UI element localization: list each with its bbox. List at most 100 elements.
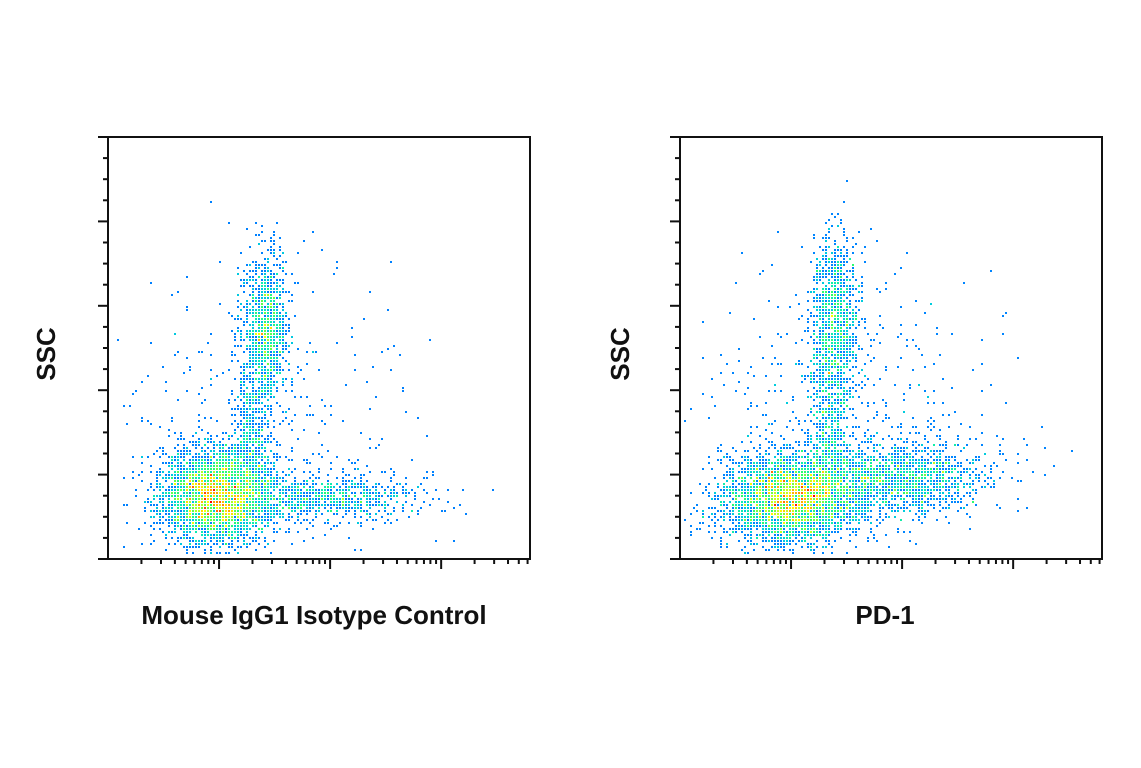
density-point — [834, 315, 836, 317]
density-point — [807, 462, 809, 464]
density-point — [183, 495, 185, 497]
density-point — [390, 522, 392, 524]
density-point — [795, 498, 797, 500]
density-point — [837, 507, 839, 509]
density-point — [840, 477, 842, 479]
density-point — [390, 492, 392, 494]
density-point — [195, 483, 197, 485]
density-point — [846, 306, 848, 308]
density-point — [225, 522, 227, 524]
density-point — [810, 504, 812, 506]
density-point — [861, 498, 863, 500]
density-point — [828, 375, 830, 377]
density-point — [225, 459, 227, 461]
density-point — [963, 507, 965, 509]
density-point — [762, 513, 764, 515]
density-point — [270, 354, 272, 356]
density-point — [354, 354, 356, 356]
density-point — [300, 369, 302, 371]
density-point — [855, 300, 857, 302]
density-point — [750, 462, 752, 464]
density-point — [192, 519, 194, 521]
density-point — [423, 477, 425, 479]
density-point — [831, 459, 833, 461]
density-point — [342, 504, 344, 506]
density-point — [258, 396, 260, 398]
density-point — [159, 483, 161, 485]
density-point — [360, 501, 362, 503]
density-point — [174, 489, 176, 491]
density-point — [963, 471, 965, 473]
density-point — [180, 525, 182, 527]
density-point — [309, 492, 311, 494]
density-point — [249, 270, 251, 272]
density-point — [816, 456, 818, 458]
density-point — [822, 306, 824, 308]
density-point — [294, 483, 296, 485]
density-point — [945, 480, 947, 482]
density-point — [264, 291, 266, 293]
density-point — [195, 489, 197, 491]
density-point — [237, 294, 239, 296]
density-point — [765, 519, 767, 521]
density-point — [822, 300, 824, 302]
density-point — [846, 486, 848, 488]
density-point — [828, 363, 830, 365]
density-point — [264, 456, 266, 458]
density-point — [273, 333, 275, 335]
density-point — [843, 342, 845, 344]
density-point — [873, 537, 875, 539]
density-point — [363, 483, 365, 485]
density-point — [261, 465, 263, 467]
density-point — [831, 273, 833, 275]
density-point — [855, 312, 857, 314]
density-point — [273, 351, 275, 353]
density-point — [762, 522, 764, 524]
density-point — [276, 390, 278, 392]
density-point — [195, 501, 197, 503]
density-point — [246, 483, 248, 485]
density-point — [792, 534, 794, 536]
density-point — [273, 312, 275, 314]
density-point — [249, 450, 251, 452]
density-point — [747, 489, 749, 491]
density-point — [825, 240, 827, 242]
density-point — [246, 519, 248, 521]
density-point — [165, 474, 167, 476]
density-point — [333, 492, 335, 494]
density-point — [276, 372, 278, 374]
density-point — [270, 495, 272, 497]
density-point — [849, 507, 851, 509]
density-point — [723, 510, 725, 512]
density-point — [228, 477, 230, 479]
density-point — [231, 507, 233, 509]
density-point — [765, 498, 767, 500]
density-point — [177, 504, 179, 506]
density-point — [297, 366, 299, 368]
density-point — [261, 402, 263, 404]
density-point — [291, 378, 293, 380]
density-point — [849, 510, 851, 512]
density-point — [210, 513, 212, 515]
density-point — [264, 285, 266, 287]
density-point — [816, 411, 818, 413]
density-point — [231, 519, 233, 521]
density-point — [252, 396, 254, 398]
density-point — [198, 465, 200, 467]
density-point — [336, 489, 338, 491]
density-point — [300, 495, 302, 497]
density-point — [249, 462, 251, 464]
density-point — [228, 537, 230, 539]
density-point — [207, 342, 209, 344]
density-point — [129, 405, 131, 407]
density-point — [177, 351, 179, 353]
density-point — [189, 369, 191, 371]
density-point — [849, 540, 851, 542]
density-point — [759, 534, 761, 536]
density-point — [801, 510, 803, 512]
density-point — [201, 462, 203, 464]
density-point — [810, 507, 812, 509]
density-point — [786, 522, 788, 524]
density-point — [954, 483, 956, 485]
density-point — [843, 516, 845, 518]
